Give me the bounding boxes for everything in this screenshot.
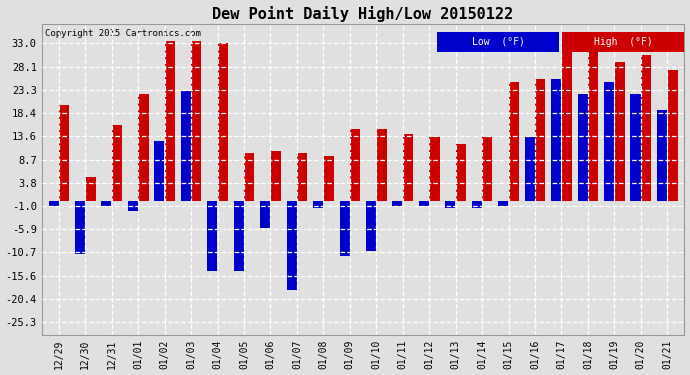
Bar: [165, 41, 175, 201]
FancyBboxPatch shape: [437, 32, 559, 52]
Bar: [631, 93, 640, 201]
Title: Dew Point Daily High/Low 20150122: Dew Point Daily High/Low 20150122: [213, 6, 513, 21]
Text: Low  (°F): Low (°F): [471, 37, 524, 47]
Bar: [393, 201, 402, 206]
Bar: [472, 201, 482, 208]
Bar: [350, 129, 360, 201]
Bar: [604, 81, 614, 201]
Text: High  (°F): High (°F): [594, 37, 653, 47]
Bar: [551, 79, 561, 201]
Bar: [482, 136, 493, 201]
Text: Copyright 2015 Cartronics.com: Copyright 2015 Cartronics.com: [45, 29, 201, 38]
Bar: [429, 136, 440, 201]
Bar: [524, 136, 535, 201]
Bar: [403, 134, 413, 201]
Bar: [615, 62, 624, 201]
Bar: [181, 91, 191, 201]
Bar: [59, 105, 69, 201]
Bar: [366, 201, 376, 252]
Bar: [562, 43, 572, 201]
Bar: [535, 79, 545, 201]
Bar: [128, 201, 138, 211]
Bar: [139, 93, 148, 201]
Bar: [286, 201, 297, 290]
FancyBboxPatch shape: [562, 32, 684, 52]
Bar: [244, 153, 255, 201]
Bar: [339, 201, 350, 256]
Bar: [218, 43, 228, 201]
Bar: [297, 153, 307, 201]
Bar: [657, 110, 667, 201]
Bar: [234, 201, 244, 271]
Bar: [456, 144, 466, 201]
Bar: [445, 201, 455, 208]
Bar: [377, 129, 386, 201]
Bar: [313, 201, 323, 208]
Bar: [588, 43, 598, 201]
Bar: [207, 201, 217, 271]
Bar: [75, 201, 85, 254]
Bar: [509, 81, 519, 201]
Bar: [578, 93, 588, 201]
Bar: [498, 201, 509, 206]
Bar: [270, 151, 281, 201]
Bar: [155, 141, 164, 201]
Bar: [324, 156, 334, 201]
Bar: [101, 201, 112, 206]
Bar: [112, 124, 122, 201]
Bar: [86, 177, 96, 201]
Bar: [48, 201, 59, 206]
Bar: [191, 41, 201, 201]
Bar: [419, 201, 429, 206]
Bar: [260, 201, 270, 228]
Bar: [641, 55, 651, 201]
Bar: [667, 70, 678, 201]
